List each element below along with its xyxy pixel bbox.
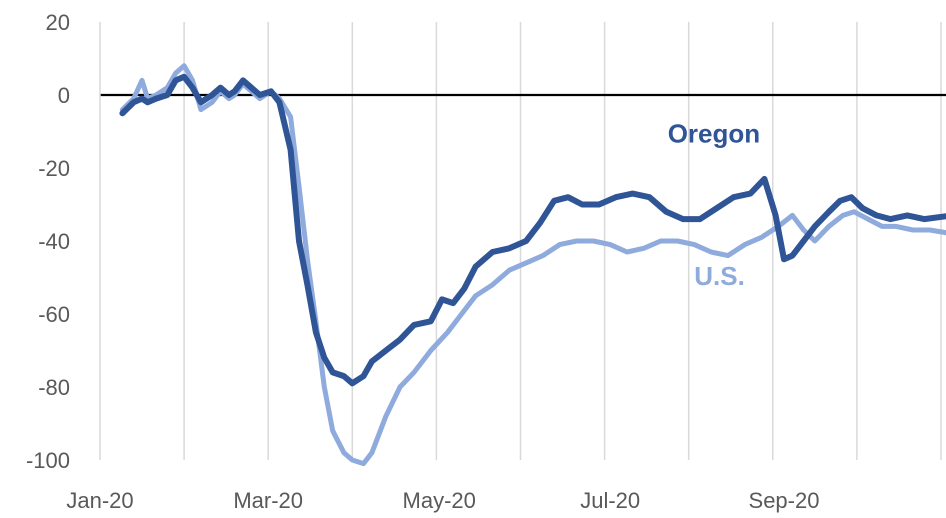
x-tick-label: Jan-20 — [66, 488, 133, 513]
x-tick-label: May-20 — [403, 488, 476, 513]
series-layer — [119, 63, 946, 467]
x-tick-label: Sep-20 — [749, 488, 820, 513]
y-tick-label: -100 — [26, 448, 70, 473]
series-label-u-s: U.S. — [694, 261, 745, 291]
y-tick-label: -40 — [38, 229, 70, 254]
y-tick-label: -60 — [38, 302, 70, 327]
series-line-oregon — [119, 73, 946, 387]
y-tick-label: -20 — [38, 156, 70, 181]
series-label-oregon: Oregon — [668, 118, 760, 148]
y-tick-label: 0 — [58, 83, 70, 108]
x-axis-ticks: Jan-20 Mar-20 May-20 Jul-20 Sep-20 — [66, 488, 819, 513]
y-tick-label: 20 — [46, 10, 70, 35]
y-tick-label: -80 — [38, 375, 70, 400]
x-tick-label: Mar-20 — [233, 488, 303, 513]
y-axis-ticks: 20 0 -20 -40 -60 -80 -100 — [26, 10, 70, 473]
series-line-u-s — [119, 63, 946, 467]
series-labels: U.S. Oregon — [668, 118, 760, 290]
x-tick-label: Jul-20 — [580, 488, 640, 513]
